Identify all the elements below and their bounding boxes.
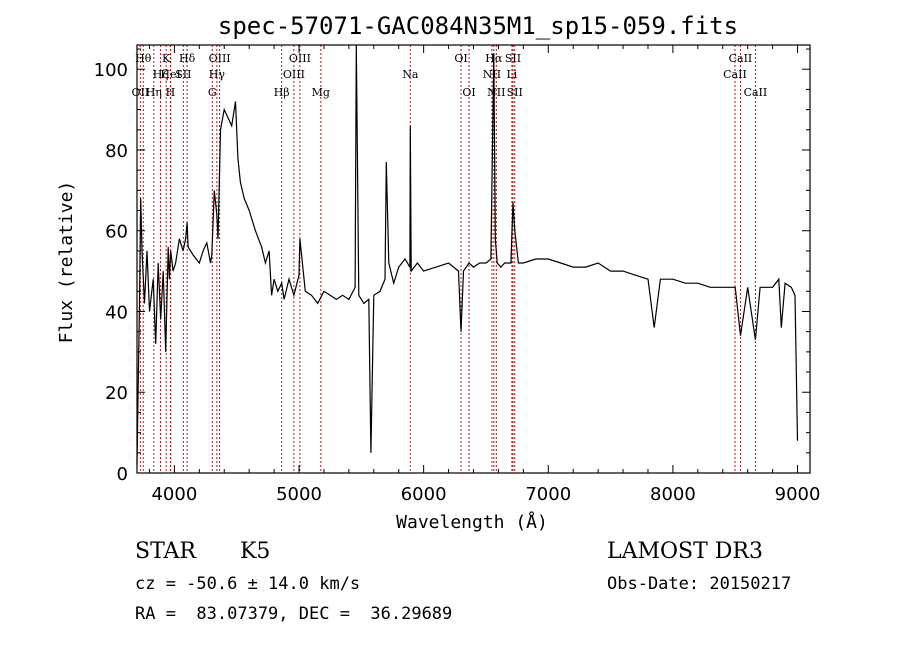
velocity-readout: cz = -50.6 ± 14.0 km/s <box>135 574 361 594</box>
line-markers <box>139 45 756 473</box>
line-label: SII <box>175 68 191 81</box>
object-class: STAR <box>135 539 196 564</box>
line-label: Hα <box>485 52 503 65</box>
y-tick-label: 40 <box>105 302 128 323</box>
line-label: HeI <box>160 68 180 81</box>
line-labels: OII Hθ Hη Hζ K H HeI Hδ SII G Hγ OIII Hβ OIII OIII Mg Na… <box>132 52 768 99</box>
chart-title: spec-57071-GAC084N35M1_sp15-059.fits <box>218 12 738 40</box>
line-label: CaII <box>729 52 753 65</box>
spectrum-series-line <box>136 44 799 465</box>
y-tick-label: 80 <box>105 141 128 162</box>
line-label: NII <box>487 86 505 99</box>
line-label: H <box>166 86 176 99</box>
line-label: Hη <box>146 86 162 99</box>
y-tick-label: 60 <box>105 222 128 243</box>
line-label: CaII <box>723 68 747 81</box>
y-tick-label: 20 <box>105 383 128 404</box>
line-label: K <box>162 52 171 65</box>
line-label: Li <box>506 68 517 81</box>
y-axis-label: Flux (relative) <box>56 181 77 344</box>
y-tick-label: 100 <box>94 60 128 81</box>
survey-name: LAMOST DR3 <box>607 539 763 564</box>
x-tick-label: 9000 <box>775 484 821 505</box>
x-tick-label: 4000 <box>151 484 197 505</box>
line-label: OI <box>462 86 475 99</box>
line-label: CaII <box>744 86 768 99</box>
y-axis-ticks: 0 20 40 60 80 100 <box>94 48 810 485</box>
line-label: SII <box>507 86 523 99</box>
line-label: NII <box>483 68 501 81</box>
x-tick-label: 7000 <box>525 484 571 505</box>
line-label: G <box>208 86 217 99</box>
x-axis-label: Wavelength (Å) <box>396 511 548 533</box>
line-label: Hδ <box>179 52 196 65</box>
line-label: OIII <box>283 68 305 81</box>
line-label: Hγ <box>209 68 226 81</box>
coordinates: RA = 83.07379, DEC = 36.29689 <box>135 604 453 624</box>
x-tick-label: 6000 <box>401 484 447 505</box>
line-label: Hβ <box>274 86 290 99</box>
y-tick-label: 0 <box>117 464 128 485</box>
obs-date: Obs-Date: 20150217 <box>607 574 792 594</box>
line-label: OIII <box>209 52 231 65</box>
line-label: Na <box>402 68 419 81</box>
x-tick-label: 5000 <box>276 484 322 505</box>
x-tick-label: 8000 <box>650 484 696 505</box>
line-label: OII <box>132 86 150 99</box>
line-label: OIII <box>289 52 311 65</box>
plot-frame <box>136 44 811 474</box>
line-label: Hζ <box>153 68 169 81</box>
line-label: OI <box>454 52 467 65</box>
subclass: K5 <box>240 539 271 564</box>
line-label: SII <box>505 52 521 65</box>
x-axis-ticks: 4000 5000 6000 7000 8000 9000 <box>148 45 821 505</box>
line-label: Hθ <box>135 52 152 65</box>
line-label: Mg <box>312 86 330 99</box>
